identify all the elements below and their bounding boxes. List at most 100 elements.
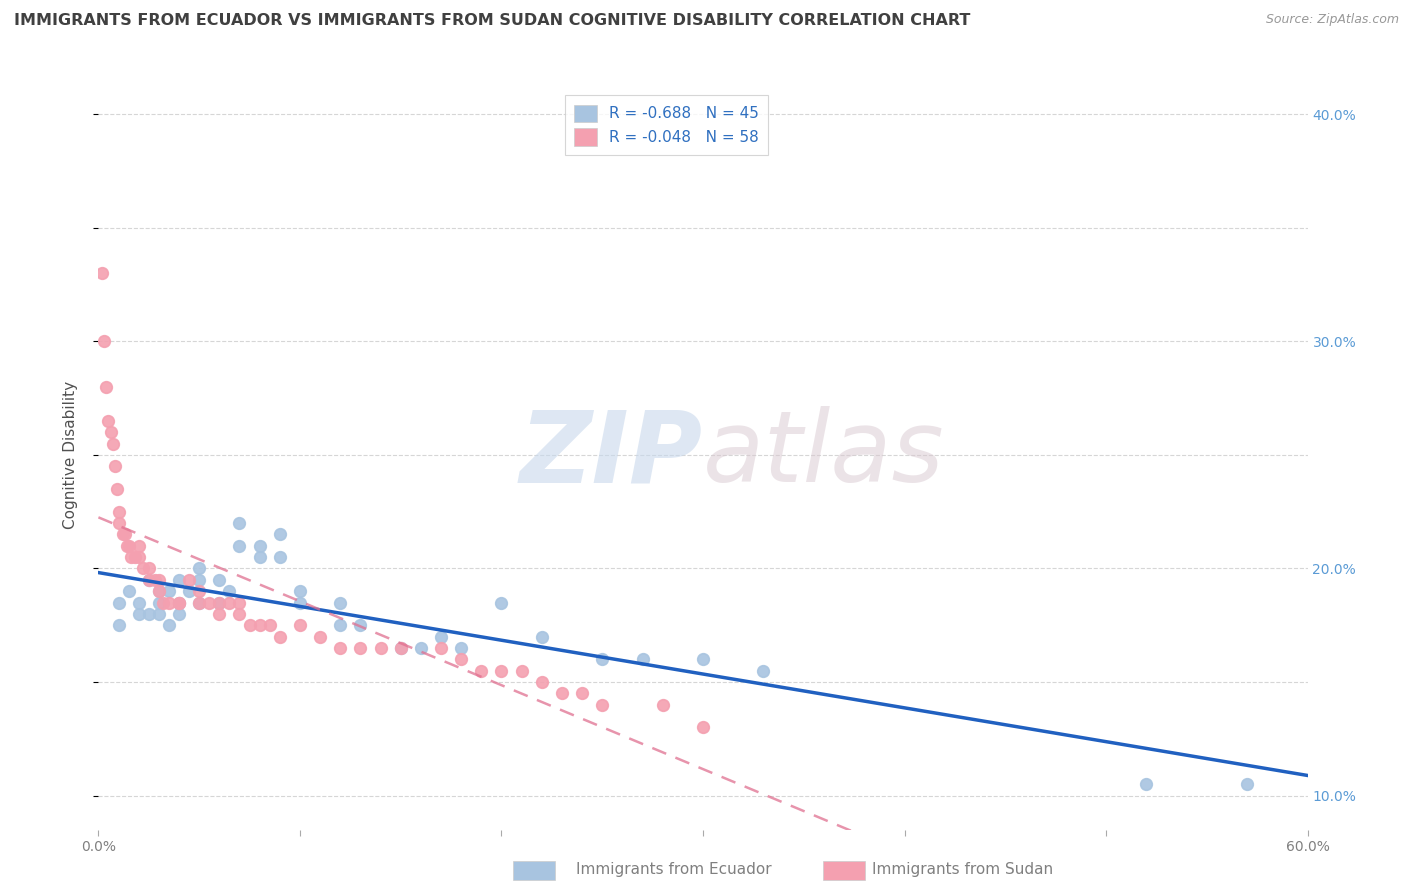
Point (167, 595, 190, 609)
Point (389, 640, 412, 655)
Point (188, 573, 211, 587)
Text: IMMIGRANTS FROM ECUADOR VS IMMIGRANTS FROM SUDAN COGNITIVE DISABILITY CORRELATIO: IMMIGRANTS FROM ECUADOR VS IMMIGRANTS FR… (14, 13, 970, 29)
Point (530, 630, 553, 644)
Point (188, 595, 211, 609)
Point (107, 516, 129, 530)
Point (249, 550, 271, 565)
Point (269, 630, 291, 644)
Point (259, 618, 281, 632)
Text: Immigrants from Ecuador: Immigrants from Ecuador (576, 863, 772, 877)
Point (128, 595, 150, 609)
Point (107, 505, 129, 519)
Point (143, 573, 166, 587)
Point (1135, 777, 1157, 791)
Point (148, 584, 170, 599)
Point (128, 539, 150, 553)
Point (148, 573, 170, 587)
Point (138, 561, 160, 575)
Point (218, 584, 240, 599)
Point (91, 266, 114, 280)
Point (101, 436, 124, 450)
Text: Immigrants from Sudan: Immigrants from Sudan (872, 863, 1053, 877)
Point (430, 640, 453, 655)
Point (167, 607, 190, 621)
Point (239, 618, 262, 632)
Point (329, 595, 352, 609)
Point (329, 640, 352, 655)
Point (491, 595, 513, 609)
Point (188, 561, 211, 575)
Point (188, 595, 211, 609)
Point (167, 595, 190, 609)
Point (692, 652, 714, 666)
Point (249, 618, 271, 632)
Point (115, 539, 138, 553)
Point (132, 561, 155, 575)
Point (349, 640, 371, 655)
Point (138, 573, 160, 587)
Point (591, 698, 613, 712)
Point (148, 607, 170, 621)
Text: atlas: atlas (703, 407, 945, 503)
Point (288, 618, 311, 632)
Point (107, 595, 129, 609)
Point (105, 482, 128, 496)
Point (1236, 777, 1258, 791)
Point (138, 573, 160, 587)
Point (107, 618, 129, 632)
Legend: R = -0.688   N = 45, R = -0.048   N = 58: R = -0.688 N = 45, R = -0.048 N = 58 (565, 95, 769, 155)
Point (631, 652, 654, 666)
Point (228, 516, 250, 530)
Point (491, 664, 513, 678)
Point (124, 550, 146, 565)
Point (97, 414, 120, 428)
Point (93, 334, 115, 349)
Point (100, 425, 122, 440)
Point (510, 664, 533, 678)
Point (269, 550, 291, 565)
Point (179, 573, 201, 587)
Text: Source: ZipAtlas.com: Source: ZipAtlas.com (1265, 13, 1399, 27)
Point (249, 539, 271, 553)
Point (128, 607, 150, 621)
Point (96, 380, 118, 394)
Point (208, 573, 231, 587)
Point (179, 584, 201, 599)
Point (752, 664, 775, 678)
Point (370, 640, 392, 655)
Point (450, 640, 472, 655)
Point (103, 459, 125, 474)
Point (228, 607, 250, 621)
Point (409, 640, 432, 655)
Point (157, 584, 180, 599)
Point (118, 584, 141, 599)
Point (208, 607, 231, 621)
Point (138, 607, 160, 621)
Point (349, 618, 371, 632)
Point (551, 686, 574, 700)
Point (148, 595, 170, 609)
Point (269, 527, 291, 541)
Point (329, 618, 352, 632)
Point (198, 595, 221, 609)
Text: ZIP: ZIP (520, 407, 703, 503)
Point (152, 595, 174, 609)
Point (114, 527, 136, 541)
Point (188, 584, 211, 599)
Point (157, 595, 180, 609)
Point (288, 595, 311, 609)
Point (167, 595, 190, 609)
Point (128, 550, 150, 565)
Point (530, 675, 553, 690)
Point (692, 720, 714, 734)
Point (118, 539, 141, 553)
Y-axis label: Cognitive Disability: Cognitive Disability (63, 381, 77, 529)
Point (148, 584, 170, 599)
Point (120, 550, 142, 565)
Point (228, 539, 250, 553)
Point (228, 595, 250, 609)
Point (157, 618, 180, 632)
Point (111, 527, 134, 541)
Point (450, 652, 472, 666)
Point (288, 584, 311, 599)
